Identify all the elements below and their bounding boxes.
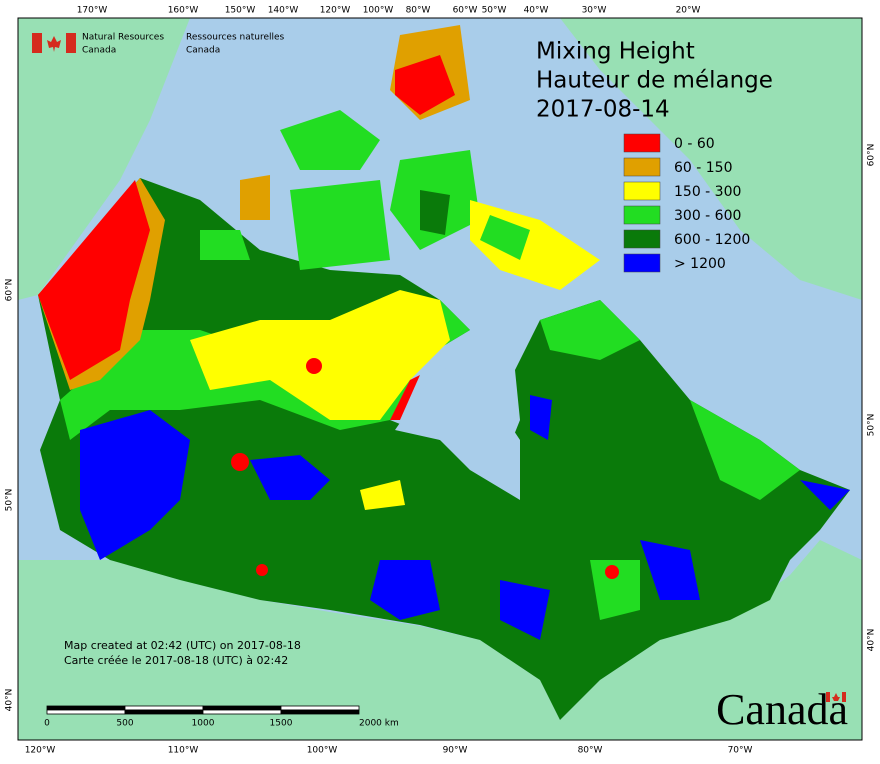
agency-name: Canada bbox=[186, 46, 220, 56]
scale-segment bbox=[202, 705, 282, 711]
flag bbox=[832, 693, 840, 701]
scale-segment bbox=[280, 705, 360, 711]
flag bbox=[32, 33, 42, 53]
legend-label: 0 - 60 bbox=[674, 136, 715, 152]
legend-swatch bbox=[623, 133, 661, 153]
latitude-label: 40°N bbox=[5, 689, 15, 712]
island bbox=[240, 175, 270, 220]
legend-label: 60 - 150 bbox=[674, 160, 733, 176]
scale-segment bbox=[124, 705, 204, 711]
longitude-label: 80°W bbox=[578, 746, 603, 756]
longitude-label: 40°W bbox=[524, 6, 549, 16]
scale-label: 500 bbox=[116, 719, 133, 729]
agency-name: Ressources naturelles bbox=[186, 33, 285, 43]
agency-name: Natural Resources bbox=[82, 33, 164, 43]
zone-yellow bbox=[190, 290, 450, 420]
legend-swatch bbox=[623, 253, 661, 273]
longitude-label: 90°W bbox=[443, 746, 468, 756]
longitude-label: 120°W bbox=[25, 746, 56, 756]
latitude-label: 50°N bbox=[5, 489, 15, 512]
longitude-label: 160°W bbox=[168, 6, 199, 16]
zone-blue bbox=[370, 560, 440, 620]
zone-blue bbox=[250, 455, 330, 500]
scale-label: 0 bbox=[44, 719, 50, 729]
note: Map created at 02:42 (UTC) on 2017-08-18 bbox=[64, 639, 301, 652]
alaska bbox=[18, 18, 190, 300]
title: Hauteur de mélange bbox=[536, 68, 773, 94]
longitude-label: 100°W bbox=[307, 746, 338, 756]
zone-red bbox=[605, 565, 619, 579]
legend-label: 150 - 300 bbox=[674, 184, 741, 200]
greenland bbox=[560, 18, 862, 300]
island bbox=[290, 180, 390, 270]
longitude-label: 50°W bbox=[482, 6, 507, 16]
scale-segment bbox=[202, 709, 282, 715]
longitude-label: 30°W bbox=[582, 6, 607, 16]
longitude-label: 150°W bbox=[225, 6, 256, 16]
zone-red bbox=[38, 180, 150, 380]
zone-red bbox=[256, 564, 268, 576]
zone-blue bbox=[80, 410, 190, 560]
legend-swatch bbox=[623, 181, 661, 201]
longitude-label: 140°W bbox=[268, 6, 299, 16]
flag bbox=[842, 692, 846, 702]
scale-label: 2000 km bbox=[359, 719, 399, 729]
scale-label: 1500 bbox=[270, 719, 293, 729]
scale-label: 1000 bbox=[192, 719, 215, 729]
island bbox=[420, 190, 450, 235]
longitude-label: 120°W bbox=[320, 6, 351, 16]
longitude-label: 60°W bbox=[453, 6, 478, 16]
agency-name: Canada bbox=[82, 46, 116, 56]
longitude-label: 80°W bbox=[406, 6, 431, 16]
zone-blue bbox=[640, 540, 700, 600]
island bbox=[395, 55, 455, 115]
scale-segment bbox=[280, 709, 360, 715]
longitude-label: 100°W bbox=[363, 6, 394, 16]
zone-blue bbox=[800, 480, 850, 510]
zone-blue bbox=[530, 395, 552, 440]
zone-red bbox=[306, 358, 322, 374]
longitude-label: 170°W bbox=[77, 6, 108, 16]
flag bbox=[47, 36, 61, 52]
zone-blue bbox=[500, 580, 550, 640]
legend-label: > 1200 bbox=[674, 256, 726, 272]
zone-red bbox=[231, 453, 249, 471]
legend-label: 300 - 600 bbox=[674, 208, 741, 224]
island bbox=[280, 110, 380, 170]
legend-swatch bbox=[623, 157, 661, 177]
longitude-label: 110°W bbox=[168, 746, 199, 756]
latitude-label: 40°N bbox=[867, 629, 877, 652]
legend-swatch bbox=[623, 205, 661, 225]
hudson-bay bbox=[395, 365, 520, 500]
scale-segment bbox=[46, 705, 126, 711]
latitude-label: 50°N bbox=[867, 414, 877, 437]
legend-swatch bbox=[623, 229, 661, 249]
longitude-label: 70°W bbox=[728, 746, 753, 756]
island bbox=[480, 215, 530, 260]
flag bbox=[66, 33, 76, 53]
scale-segment bbox=[124, 709, 204, 715]
zone-red bbox=[390, 375, 420, 420]
canada-mainland bbox=[38, 178, 850, 720]
island bbox=[200, 230, 250, 260]
zone-green bbox=[690, 400, 800, 500]
zone-green bbox=[540, 300, 640, 360]
latitude-label: 60°N bbox=[867, 144, 877, 167]
legend-label: 600 - 1200 bbox=[674, 232, 750, 248]
longitude-label: 20°W bbox=[676, 6, 701, 16]
latitude-label: 60°N bbox=[5, 279, 15, 302]
zone-green bbox=[590, 560, 640, 620]
title: 2017-08-14 bbox=[536, 97, 670, 123]
frame bbox=[17, 17, 863, 741]
title: Mixing Height bbox=[536, 39, 695, 65]
flag bbox=[826, 692, 830, 702]
zone-yellow bbox=[360, 480, 405, 510]
note: Carte créée le 2017-08-18 (UTC) à 02:42 bbox=[64, 654, 288, 667]
scale-segment bbox=[46, 709, 126, 715]
united-states bbox=[18, 540, 862, 740]
